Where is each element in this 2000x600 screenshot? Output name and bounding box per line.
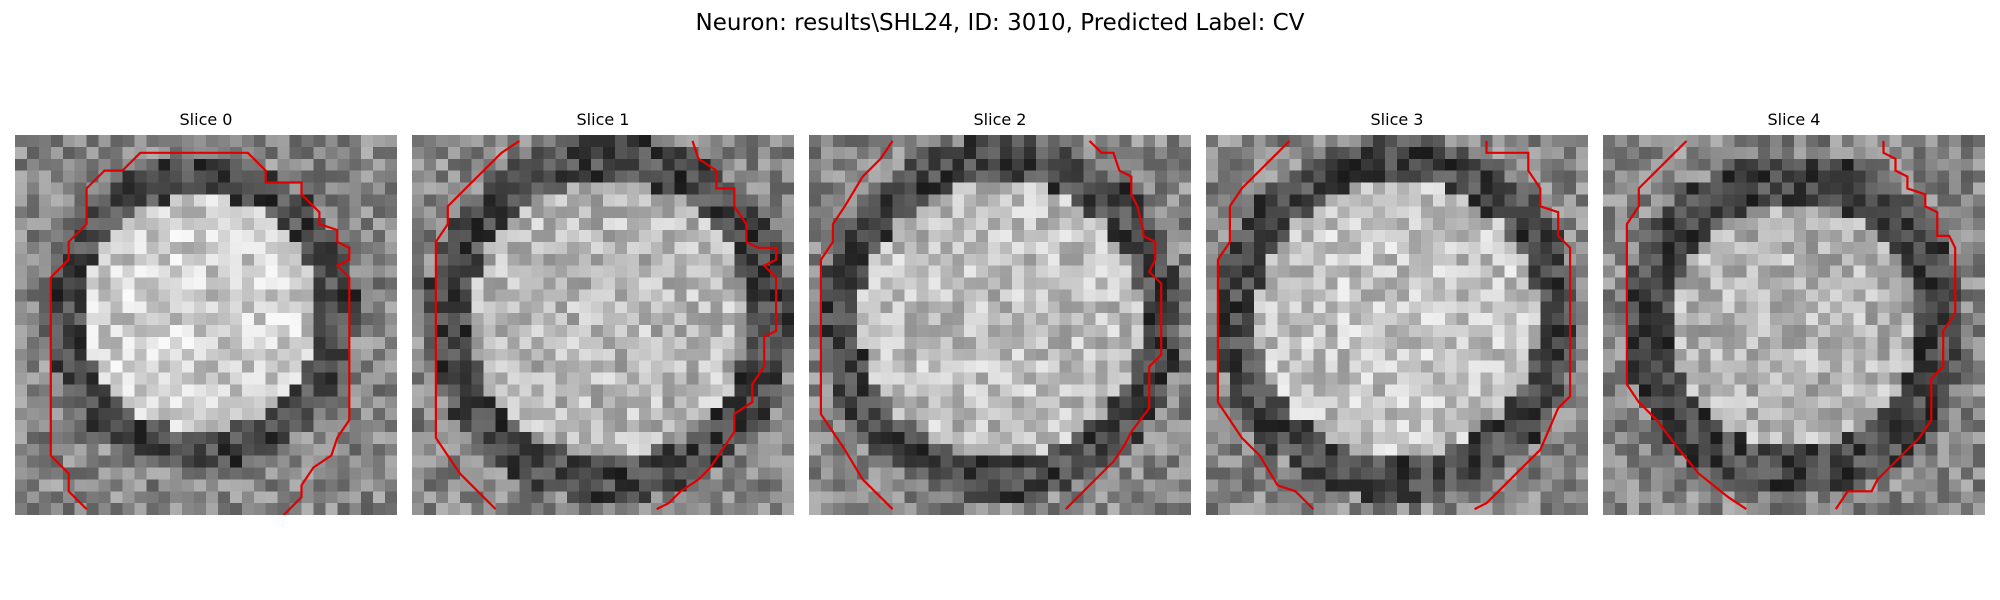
contour-line <box>434 139 521 510</box>
panel-title-slice-4: Slice 4 <box>1767 110 1821 129</box>
contour-line <box>1064 140 1163 510</box>
pixel-grid <box>1206 135 1588 515</box>
pixel-grid <box>15 135 397 515</box>
panel-title-slice-3: Slice 3 <box>1370 110 1424 129</box>
contour-line <box>819 140 894 510</box>
pixel-grid <box>1603 135 1985 515</box>
pixel-grid <box>412 135 794 515</box>
pixel-grid <box>809 135 1191 515</box>
slice-0-image <box>15 135 397 515</box>
slice-3-image <box>1206 135 1588 515</box>
panel-title-slice-0: Slice 0 <box>179 110 233 129</box>
figure-title: Neuron: results\SHL24, ID: 3010, Predict… <box>695 10 1305 36</box>
contour-line <box>1474 140 1572 511</box>
slice-1-image <box>412 135 794 515</box>
slice-4-image <box>1603 135 1985 515</box>
contour-line <box>656 140 778 511</box>
contour-line <box>1834 140 1957 510</box>
panel-title-slice-1: Slice 1 <box>576 110 630 129</box>
slice-2-image <box>809 135 1191 515</box>
contour-line <box>1625 140 1747 511</box>
contour-line <box>1216 140 1315 510</box>
contour-line <box>49 151 351 515</box>
panel-title-slice-2: Slice 2 <box>973 110 1027 129</box>
